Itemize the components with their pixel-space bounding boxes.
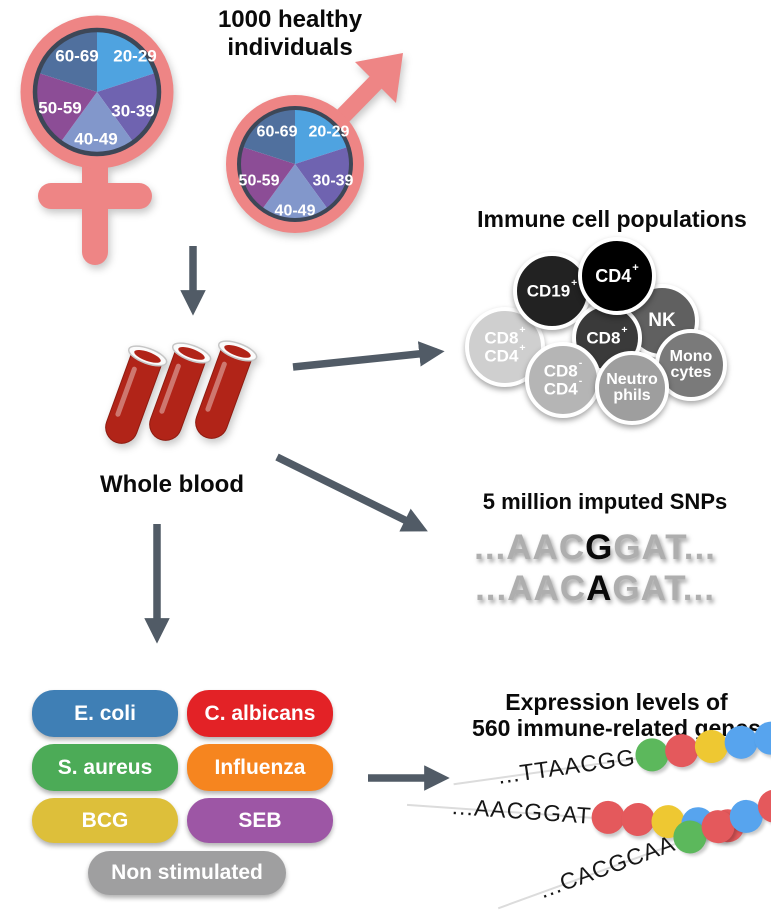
pie-age-label: 40-49	[74, 130, 117, 149]
age-slice-50-59	[238, 146, 295, 210]
expression-dot	[632, 736, 671, 774]
snps-title: 5 million imputed SNPs	[482, 489, 728, 514]
blood-to-snps-arrow	[275, 453, 428, 532]
test-tube	[105, 345, 168, 444]
stimulus-ecoli: E. coli	[32, 690, 178, 737]
stimulus-influenza: Influenza	[187, 744, 333, 791]
expression-dot	[662, 732, 700, 770]
age-slice-60-69	[38, 29, 97, 92]
expression-dot	[620, 801, 656, 838]
pie-age-label: 20-29	[309, 124, 350, 141]
snp-sequences: ...AACGGAT... ...AACAGAT...	[430, 528, 760, 610]
test-tubes	[105, 340, 258, 444]
pie-age-label: 20-29	[113, 47, 156, 66]
pie-age-label: 60-69	[55, 47, 98, 66]
snp-allele: G	[585, 528, 614, 567]
expression-title: Expression levels of 560 immune-related …	[472, 689, 761, 741]
age-slice-30-39	[295, 146, 352, 210]
snp-allele: A	[586, 568, 613, 608]
pie-age-label: 60-69	[257, 124, 298, 141]
age-slice-20-29	[97, 29, 156, 92]
stimulus-nonstim: Non stimulated	[88, 851, 286, 895]
age-slice-50-59	[34, 72, 97, 143]
pie-age-label: 40-49	[275, 203, 316, 220]
whole-blood-label: Whole blood	[100, 471, 244, 498]
age-slice-40-49	[262, 164, 328, 220]
snp-sequence-row: ...AACAGAT...	[475, 568, 715, 608]
age-slice-30-39	[97, 72, 160, 143]
female-symbol: 60-69 20-29 50-59 30-39 40-49	[20, 15, 174, 265]
male-symbol: 60-69 20-29 50-59 30-39 40-49	[226, 53, 403, 233]
cohort-title: 1000 healthy individuals	[217, 6, 363, 61]
age-slice-20-29	[295, 107, 349, 164]
immune-populations-title: Immune cell populations	[477, 206, 747, 232]
male-arrowhead	[355, 53, 403, 103]
stimulus-saureus: S. aureus	[32, 744, 178, 791]
snp-sequence-row: ...AACGGAT...	[474, 528, 716, 567]
cell-cd8neg-cd4neg: CD8- CD4-	[525, 342, 601, 418]
pie-age-label: 50-59	[239, 173, 280, 190]
stimulus-bcg: BCG	[32, 798, 178, 843]
test-tube	[149, 342, 212, 441]
pie-age-label: 50-59	[38, 99, 81, 118]
expression-dot	[590, 799, 626, 836]
test-tube	[195, 340, 258, 439]
gene-sequence: ...AACGGAT	[451, 793, 593, 829]
pie-age-label: 30-39	[111, 102, 154, 121]
expression-dot	[692, 727, 730, 766]
cell-neutrophils: Neutro phils	[595, 351, 669, 425]
stimulus-calbicans: C. albicans	[187, 690, 333, 737]
female-age-pie: 60-69 20-29 50-59 30-39 40-49	[32, 27, 162, 157]
expression-dot	[722, 723, 760, 762]
flow-arrows	[144, 246, 450, 791]
age-slice-40-49	[60, 92, 134, 155]
pie-age-label: 30-39	[313, 173, 354, 190]
male-pie-labels: 60-69 20-29 50-59 30-39 40-49	[239, 124, 354, 220]
stimulus-seb: SEB	[187, 798, 333, 843]
female-pie-labels: 60-69 20-29 50-59 30-39 40-49	[38, 47, 156, 149]
male-age-pie: 60-69 20-29 50-59 30-39 40-49	[237, 106, 354, 222]
cell-cd4pos: CD4+	[578, 237, 656, 315]
blood-to-cells-arrow	[292, 341, 445, 371]
age-slice-60-69	[241, 107, 295, 164]
